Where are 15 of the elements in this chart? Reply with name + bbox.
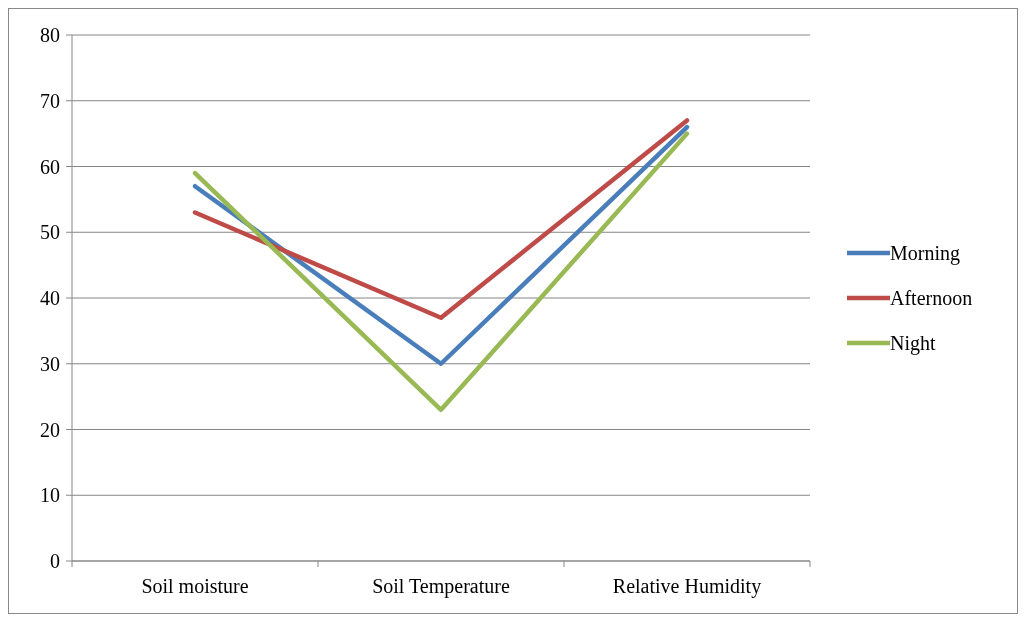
y-tick-label: 10 [40, 484, 60, 507]
y-tick-label: 60 [40, 155, 60, 178]
y-tick-label: 70 [40, 89, 60, 112]
y-tick-label: 30 [40, 352, 60, 375]
x-tick-label: Soil Temperature [372, 575, 510, 598]
x-tick-label: Soil moisture [141, 575, 249, 597]
legend-label: Night [890, 332, 936, 355]
x-tick-label: Relative Humidity [612, 575, 762, 598]
y-tick-label: 50 [40, 221, 60, 244]
legend-label: Morning [890, 242, 960, 265]
y-tick-label: 0 [50, 550, 60, 572]
y-tick-label: 80 [40, 24, 60, 46]
y-tick-label: 40 [40, 287, 60, 309]
y-tick-label: 20 [40, 418, 60, 441]
legend-label: Afternoon [890, 287, 973, 309]
